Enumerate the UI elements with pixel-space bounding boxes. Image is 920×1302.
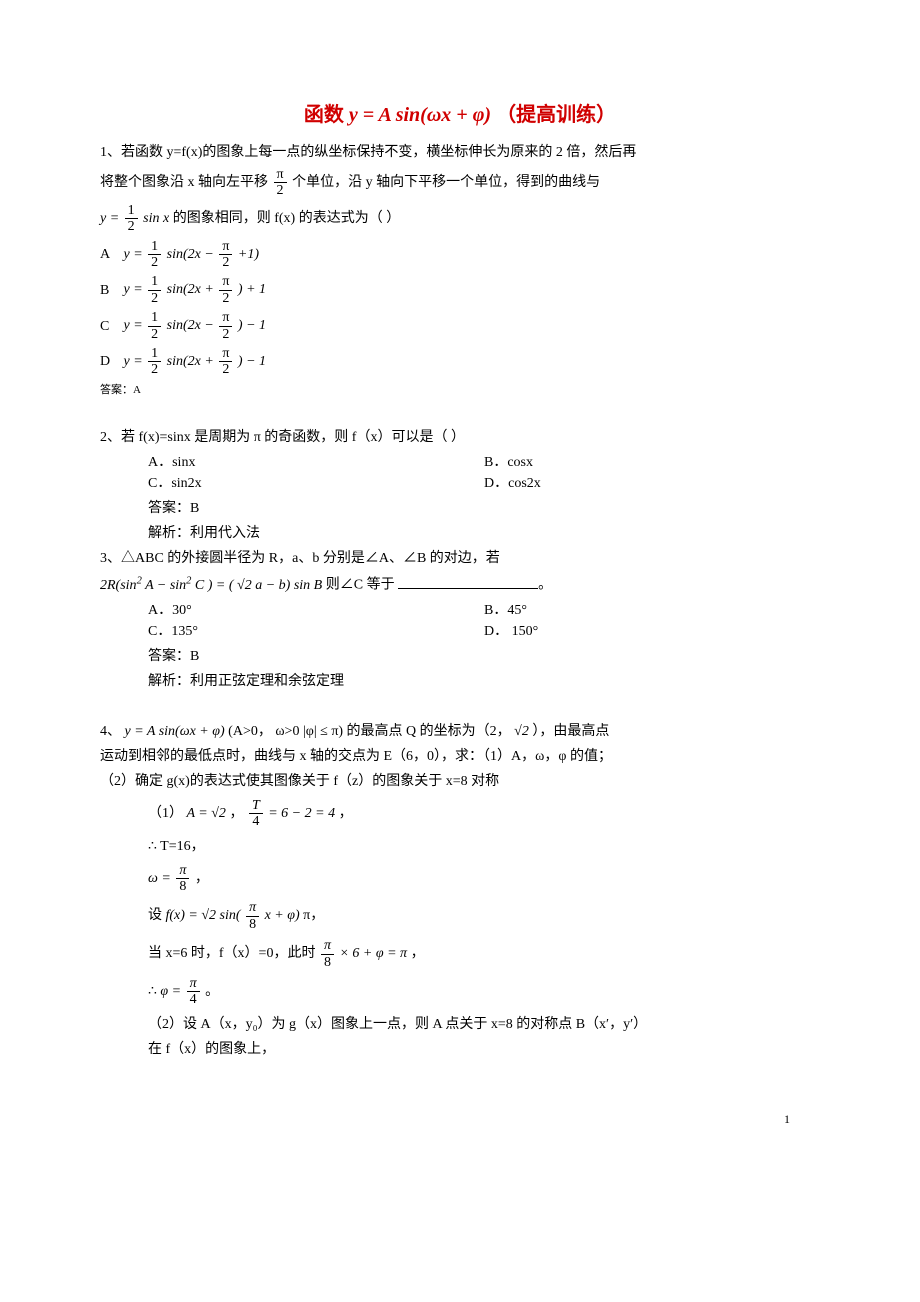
q1-option-A: A y = 12 sin(2x − π2 +1) xyxy=(100,239,820,271)
title-suffix: （提高训练） xyxy=(496,104,616,126)
q4-stem-2: 运动到相邻的最低点时，曲线与 x 轴的交点为 E（6，0），求：（1）A，ω，φ… xyxy=(100,746,820,767)
q4-sol-8: 在 f（x）的图象上， xyxy=(148,1039,820,1060)
q4-sol-5: 当 x=6 时，f（x）=0，此时 π8 × 6 + φ = π ， xyxy=(148,938,820,970)
q3-option-A: A．30° xyxy=(148,600,484,621)
q4-stem-3: （2）确定 g(x)的表达式使其图像关于 f（z）的图象关于 x=8 对称 xyxy=(100,771,820,792)
q2-option-B: B．cosx xyxy=(484,452,820,473)
q3-option-B: B．45° xyxy=(484,600,820,621)
title-formula: y = A sin(ωx + φ) xyxy=(344,104,491,126)
q3-answer: 答案：B xyxy=(148,646,820,667)
q2-option-C: C．sin2x xyxy=(148,473,484,494)
q2-option-A: A．sinx xyxy=(148,452,484,473)
q4-sol-6: ∴ φ = π4 。 xyxy=(148,976,820,1008)
page-number: 1 xyxy=(100,1110,820,1128)
q1-stem-2: 将整个图象沿 x 轴向左平移 π2 个单位，沿 y 轴向下平移一个单位，得到的曲… xyxy=(100,167,820,199)
q2-stem: 2、若 f(x)=sinx 是周期为 π 的奇函数，则 f（x）可以是（ ） xyxy=(100,427,820,448)
q3-formula: 2R(sin2 A − sin2 C ) = ( √2 a − b) sin B… xyxy=(100,573,820,596)
q1-stem-3: y = 12 sin x 的图象相同，则 f(x) 的表达式为（ ） xyxy=(100,203,820,235)
q4-sol-2: ∴ T=16， xyxy=(148,836,820,857)
q3-stem: 3、△ABC 的外接圆半径为 R，a、b 分别是∠A、∠B 的对边，若 xyxy=(100,548,820,569)
q1-answer: 答案：A xyxy=(100,382,820,399)
q3-option-D: D． 150° xyxy=(484,621,820,642)
page-title: 函数 y = A sin(ωx + φ) （提高训练） xyxy=(100,100,820,130)
q4-sol-1: （1） A = √2 ， T4 = 6 − 2 = 4 ， xyxy=(148,798,820,830)
q4-sol-3: ω = π8 ， xyxy=(148,863,820,895)
q1-option-C: C y = 12 sin(2x − π2 ) − 1 xyxy=(100,310,820,342)
q1-option-D: D y = 12 sin(2x + π2 ) − 1 xyxy=(100,346,820,378)
q1-stem-1: 1、若函数 y=f(x)的图象上每一点的纵坐标保持不变，横坐标伸长为原来的 2 … xyxy=(100,142,820,163)
q3-explain: 解析：利用正弦定理和余弦定理 xyxy=(148,671,820,692)
q4-sol-4: 设 f(x) = √2 sin( π8 x + φ) π， xyxy=(148,900,820,932)
q3-option-C: C．135° xyxy=(148,621,484,642)
q1-option-B: B y = 12 sin(2x + π2 ) + 1 xyxy=(100,274,820,306)
q3-blank xyxy=(398,574,538,589)
q4-stem-1: 4、 y = A sin(ωx + φ) (A>0， ω>0 |φ| ≤ π) … xyxy=(100,721,820,742)
q2-explain: 解析：利用代入法 xyxy=(148,523,820,544)
q2-answer: 答案：B xyxy=(148,498,820,519)
title-prefix: 函数 xyxy=(304,104,344,126)
q2-option-D: D．cos2x xyxy=(484,473,820,494)
q4-sol-7: （2）设 A（x，y₀）为 g（x）图象上一点，则 A 点关于 x=8 的对称点… xyxy=(148,1014,820,1035)
